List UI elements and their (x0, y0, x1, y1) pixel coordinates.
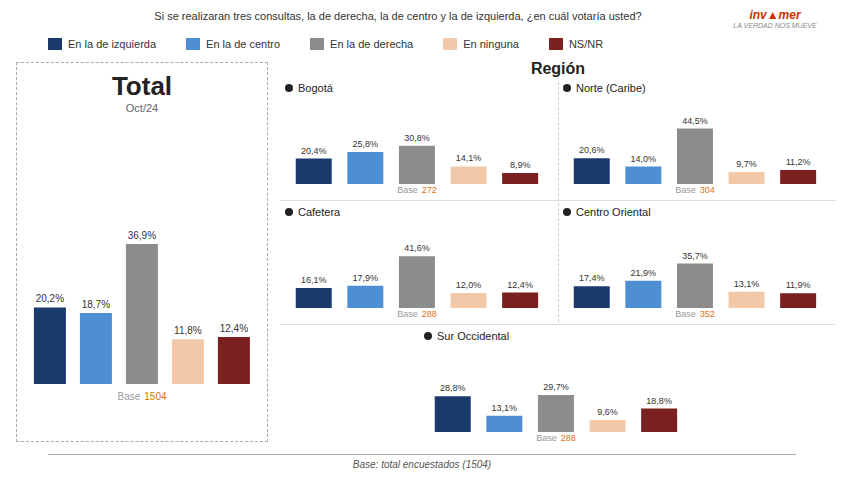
svg-text:13,1%: 13,1% (492, 403, 518, 413)
html-text:Oct/24: Oct/24 (125, 102, 159, 114)
svg-text:20,4%: 20,4% (301, 146, 327, 156)
html-text:Base: total encuestados (1504): Base: total encuestados (1504) (352, 459, 492, 470)
html-text:Base 288: Base 288 (536, 433, 576, 443)
svg-text:20,6%: 20,6% (579, 145, 605, 155)
svg-text:36,9%: 36,9% (128, 230, 156, 241)
html-text:En la de derecha: En la de derecha (330, 38, 414, 50)
html-text:En la de izquierda: En la de izquierda (68, 38, 157, 50)
svg-text:12,4%: 12,4% (220, 323, 248, 334)
html-text:Base 1504: Base 1504 (117, 391, 167, 402)
html-text:LA VERDAD NOS MUEVE: LA VERDAD NOS MUEVE (733, 22, 817, 29)
svg-text:41,6%: 41,6% (404, 243, 430, 253)
svg-text:18,7%: 18,7% (82, 299, 110, 310)
html-text:Base 272: Base 272 (397, 185, 437, 195)
svg-text:12,0%: 12,0% (456, 280, 482, 290)
svg-text:35,7%: 35,7% (682, 251, 708, 261)
html-text:Norte (Caribe): Norte (Caribe) (576, 82, 646, 94)
html-text:Bogotá: Bogotá (298, 82, 333, 94)
svg-text:14,0%: 14,0% (631, 154, 657, 164)
html-text:Cafetera: Cafetera (298, 206, 341, 218)
html-text:inv▲mer: inv▲mer (749, 8, 801, 22)
svg-text:17,9%: 17,9% (353, 273, 379, 283)
html-text:NS/NR: NS/NR (568, 38, 604, 50)
svg-text:11,8%: 11,8% (174, 325, 202, 336)
svg-text:9,6%: 9,6% (597, 407, 618, 417)
svg-text:17,4%: 17,4% (579, 273, 605, 283)
svg-text:13,1%: 13,1% (734, 279, 760, 289)
svg-text:21,9%: 21,9% (631, 268, 657, 278)
svg-text:30,8%: 30,8% (404, 133, 430, 143)
svg-text:28,8%: 28,8% (440, 383, 466, 393)
html-text:Total: Total (111, 71, 173, 101)
html-text:En ninguna: En ninguna (463, 38, 519, 50)
svg-text:20,2%: 20,2% (36, 293, 64, 304)
html-text:En la de centro: En la de centro (206, 38, 281, 50)
svg-text:18,8%: 18,8% (646, 396, 672, 406)
svg-text:11,9%: 11,9% (786, 280, 811, 290)
html-text:Base 352: Base 352 (675, 309, 715, 319)
svg-text:11,2%: 11,2% (786, 157, 811, 167)
svg-text:9,7%: 9,7% (736, 159, 757, 169)
html-text:Si se realizaran tres consulta: Si se realizaran tres consultas, la de d… (154, 10, 642, 22)
svg-text:14,1%: 14,1% (456, 153, 482, 163)
html-text:Centro Oriental: Centro Oriental (576, 206, 651, 218)
svg-text:29,7%: 29,7% (543, 382, 569, 392)
svg-text:44,5%: 44,5% (682, 116, 708, 126)
svg-text:16,1%: 16,1% (301, 275, 327, 285)
html-text:Base 304: Base 304 (675, 185, 715, 195)
html-text:Sur Occidental: Sur Occidental (437, 330, 510, 342)
svg-text:8,9%: 8,9% (510, 160, 531, 170)
svg-text:25,8%: 25,8% (353, 139, 379, 149)
html-text:Región: Región (530, 60, 586, 77)
html-text:Base 288: Base 288 (397, 309, 437, 319)
svg-text:12,4%: 12,4% (507, 280, 533, 290)
